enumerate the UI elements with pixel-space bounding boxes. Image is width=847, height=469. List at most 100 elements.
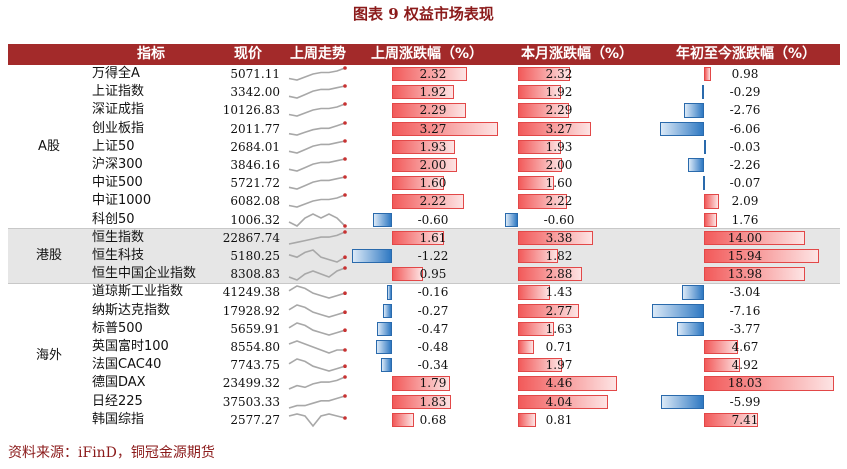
- data-label: 1.43: [545, 285, 573, 300]
- index-name: 德国DAX: [92, 375, 146, 391]
- sparkline-path: [288, 249, 346, 263]
- price-value: 8308.83: [230, 267, 280, 282]
- data-label: 0.81: [545, 412, 573, 427]
- data-label: -0.34: [417, 358, 449, 373]
- bar-mark: [518, 340, 534, 355]
- data-label: 1.92: [545, 85, 573, 100]
- price-value: 10126.83: [222, 103, 280, 118]
- sparkline-path: [288, 176, 346, 191]
- sparkline-end-point: [343, 348, 347, 352]
- sparkline-end-point: [343, 66, 347, 70]
- sparkline: [288, 229, 347, 245]
- index-name: 中证1000: [92, 193, 152, 209]
- data-label: 1.83: [419, 394, 447, 409]
- data-label: -5.99: [729, 394, 761, 409]
- index-name: 日经225: [92, 393, 143, 409]
- bar-mark: [392, 394, 452, 409]
- price-value: 5721.72: [230, 176, 280, 191]
- data-label: 2.32: [419, 67, 447, 81]
- bar-mark: [660, 121, 704, 136]
- bar-mark: [518, 321, 555, 336]
- sparkline-end-point: [343, 229, 347, 234]
- sparkline: [288, 285, 347, 300]
- data-label: 1.97: [545, 358, 573, 373]
- bar-mark: [704, 230, 806, 245]
- data-label: 4.67: [731, 340, 759, 354]
- index-name: 深证成指: [92, 102, 145, 118]
- index-name: 创业板指: [92, 120, 145, 136]
- index-name: 韩国综指: [92, 411, 145, 427]
- data-label: 4.04: [545, 394, 573, 409]
- price-value: 7743.75: [230, 358, 280, 373]
- bar-mark: [687, 158, 704, 173]
- bar-mark: [660, 394, 704, 409]
- group-divider: [8, 228, 840, 230]
- column-header: 上周涨跌幅（%）: [370, 46, 484, 62]
- bar-mark: [518, 303, 580, 318]
- sparkline-end-point: [343, 120, 347, 125]
- bar-mark: [392, 158, 457, 173]
- price-value: 2011.77: [230, 121, 280, 136]
- price-value: 1006.32: [230, 212, 280, 227]
- sparkline-end-point: [343, 84, 347, 88]
- sparkline: [288, 266, 347, 282]
- bar-mark: [703, 176, 706, 191]
- bar-mark: [704, 67, 712, 82]
- price-value: 8554.80: [230, 340, 280, 354]
- data-label: -7.16: [729, 303, 761, 318]
- data-label: -0.16: [417, 285, 449, 300]
- sparkline-path: [288, 158, 346, 172]
- column-header: 现价: [234, 46, 262, 62]
- bar-mark: [518, 412, 536, 427]
- sparkline-end-point: [343, 375, 347, 380]
- bar-mark: [392, 67, 468, 82]
- data-label: 2.00: [419, 158, 447, 172]
- data-label: -2.26: [729, 158, 761, 172]
- group-label: 港股: [35, 247, 62, 263]
- price-value: 2684.01: [230, 139, 280, 154]
- sparkline: [288, 66, 347, 81]
- bar-mark: [676, 321, 704, 336]
- sparkline-end-point: [343, 138, 347, 143]
- index-name: 标普500: [92, 320, 143, 336]
- data-label: -3.77: [729, 321, 761, 336]
- bar-mark: [518, 267, 582, 282]
- price-value: 5659.91: [230, 321, 280, 336]
- figure-title: 图表 9 权益市场表现: [353, 5, 494, 23]
- bar-mark: [518, 194, 568, 209]
- data-label: 1.93: [419, 139, 447, 154]
- sparkline-end-point: [343, 364, 347, 369]
- sparkline-end-point: [343, 291, 347, 296]
- sparkline: [288, 321, 347, 336]
- index-name: 恒生指数: [92, 229, 145, 245]
- sparkline-path: [288, 212, 346, 227]
- data-label: -3.04: [729, 285, 761, 300]
- data-label: 7.41: [731, 412, 759, 427]
- sparkline: [288, 175, 347, 191]
- data-label: -0.60: [543, 212, 575, 227]
- sparkline: [288, 303, 347, 318]
- sparkline-end-point: [343, 415, 347, 420]
- bar-mark: [518, 376, 617, 391]
- sparkline: [288, 412, 347, 428]
- bar-mark: [518, 230, 594, 245]
- data-label: 18.03: [727, 376, 763, 391]
- index-name: 恒生科技: [92, 248, 145, 263]
- bar-mark: [380, 358, 392, 373]
- bar-mark: [392, 194, 465, 209]
- sparkline-end-point: [343, 102, 347, 107]
- sparkline: [288, 138, 347, 154]
- index-name: 沪深300: [92, 157, 143, 172]
- sparkline-path: [288, 267, 346, 282]
- data-label: 1.79: [419, 376, 447, 391]
- data-label: 15.94: [727, 249, 763, 263]
- data-label: 0.71: [545, 340, 573, 354]
- bar-mark: [376, 321, 392, 336]
- data-label: 2.22: [419, 194, 447, 209]
- data-label: -2.76: [729, 103, 761, 118]
- column-header: 指标: [137, 46, 165, 62]
- sparkline-path: [288, 285, 346, 300]
- bar-mark: [704, 267, 805, 282]
- sparkline-path: [288, 121, 346, 136]
- sparkline-path: [288, 303, 346, 318]
